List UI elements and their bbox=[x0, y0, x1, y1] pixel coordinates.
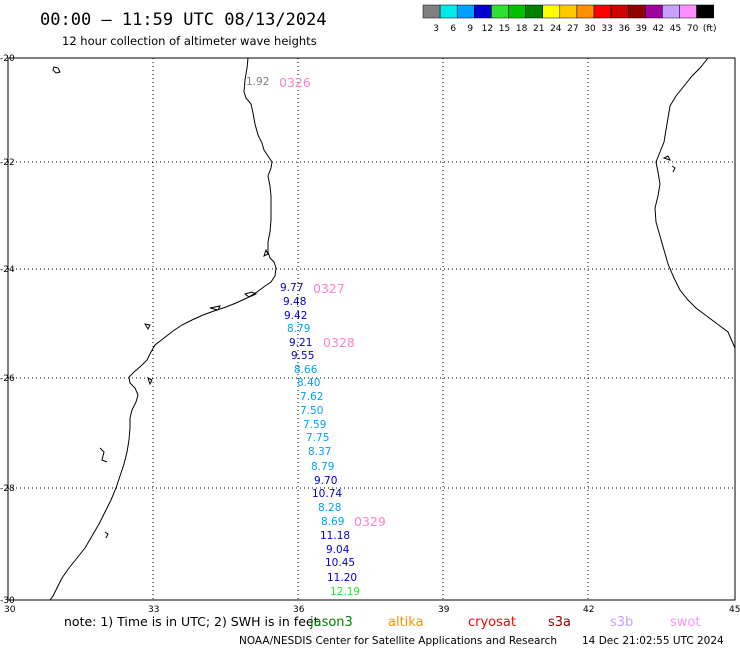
colorbar-swatch bbox=[610, 4, 629, 19]
colorbar-label: 18 bbox=[516, 24, 528, 34]
colorbar-swatch bbox=[627, 4, 646, 19]
colorbar-label: 9 bbox=[467, 24, 473, 34]
madagascar-islet bbox=[662, 155, 676, 173]
satellite-legend: jason3 altika cryosat s3a s3b swot bbox=[309, 615, 700, 630]
colorbar-label: 30 bbox=[584, 24, 596, 34]
units-note: note: 1) Time is in UTC; 2) SWH is in fe… bbox=[64, 614, 319, 629]
colorbar-swatch bbox=[491, 4, 509, 19]
lat-tick-label: -22 bbox=[0, 158, 15, 168]
wave-height-value: 9.42 bbox=[284, 310, 307, 322]
wave-height-value: 9.04 bbox=[326, 544, 350, 556]
satellite-legend-entry: s3b bbox=[610, 615, 633, 630]
colorbar-swatch bbox=[593, 4, 612, 19]
colorbar-label: 70 bbox=[687, 24, 699, 34]
colorbar-swatch bbox=[542, 4, 561, 19]
lon-tick-label: 33 bbox=[148, 605, 159, 615]
satellite-legend-entry: altika bbox=[388, 615, 424, 630]
lon-tick-label: 36 bbox=[293, 605, 305, 615]
inland-river bbox=[99, 447, 109, 539]
colorbar-swatch bbox=[679, 4, 697, 19]
wave-height-readings: 1.929.779.489.428.799.219.558.668.407.62… bbox=[246, 76, 360, 598]
colorbar-label: 15 bbox=[499, 24, 510, 34]
wave-height-value: 9.70 bbox=[314, 475, 337, 487]
colorbar-swatch bbox=[474, 4, 492, 19]
wave-height-value: 11.18 bbox=[320, 530, 350, 542]
wave-height-value: 1.92 bbox=[246, 76, 269, 88]
inland-lake bbox=[52, 66, 61, 74]
colorbar-label: 33 bbox=[601, 24, 612, 34]
satellite-legend-entry: s3a bbox=[548, 615, 571, 630]
colorbar-label: 12 bbox=[482, 24, 493, 34]
pass-label: 0329 bbox=[354, 514, 386, 529]
colorbar-swatch bbox=[422, 4, 441, 19]
wave-height-value: 7.50 bbox=[300, 405, 323, 417]
wave-height-value: 10.74 bbox=[312, 488, 342, 500]
lat-tick-label: -30 bbox=[0, 596, 15, 606]
colorbar-label: 39 bbox=[636, 24, 648, 34]
wave-height-value: 8.28 bbox=[318, 502, 341, 514]
colorbar-swatch bbox=[508, 4, 526, 19]
satellite-legend-entry: swot bbox=[670, 615, 700, 630]
madagascar-coastline bbox=[654, 57, 736, 349]
colorbar-swatch bbox=[439, 4, 458, 19]
pass-label: 0326 bbox=[279, 75, 311, 90]
wave-height-value: 8.66 bbox=[294, 364, 318, 376]
wave-height-value: 8.69 bbox=[321, 516, 344, 528]
lat-tick-label: -26 bbox=[0, 374, 15, 384]
colorbar-label: 6 bbox=[450, 24, 456, 34]
colorbar-label: 42 bbox=[653, 24, 664, 34]
colorbar-swatch bbox=[696, 4, 714, 19]
wave-height-colorbar: 3 6 9 12 15 18 21 24 27 30 33 36 39 42 45 70 (ft) bbox=[422, 4, 717, 34]
lon-tick-label: 30 bbox=[4, 605, 16, 615]
colorbar-swatch bbox=[525, 4, 543, 19]
wave-height-value: 8.79 bbox=[311, 461, 334, 473]
wave-height-value: 7.62 bbox=[300, 391, 323, 403]
wave-height-value: 7.59 bbox=[303, 419, 326, 431]
wave-height-value: 7.75 bbox=[306, 432, 329, 444]
wave-height-value: 12.19 bbox=[330, 586, 360, 598]
wave-height-value: 9.21 bbox=[289, 337, 312, 349]
satellite-legend-entry: cryosat bbox=[468, 615, 516, 630]
pass-label: 0328 bbox=[323, 335, 355, 350]
map-frame bbox=[7, 57, 736, 601]
wave-height-value: 8.37 bbox=[308, 446, 331, 458]
african-coastline bbox=[49, 57, 277, 601]
credit-text: NOAA/NESDIS Center for Satellite Applica… bbox=[239, 635, 557, 647]
generated-timestamp: 14 Dec 21:02:55 UTC 2024 bbox=[582, 635, 724, 647]
wave-height-value: 9.77 bbox=[280, 282, 303, 294]
colorbar-label: 45 bbox=[670, 24, 681, 34]
colorbar-swatch bbox=[645, 4, 663, 19]
wave-height-value: 10.45 bbox=[325, 557, 355, 569]
colorbar-label: 3 bbox=[433, 24, 439, 34]
lat-tick-label: -20 bbox=[0, 54, 15, 64]
wave-height-value: 11.20 bbox=[327, 572, 357, 584]
lat-tick-label: -28 bbox=[0, 484, 15, 494]
colorbar-swatch bbox=[456, 4, 475, 19]
pass-label: 0327 bbox=[313, 281, 345, 296]
colorbar-label: 24 bbox=[550, 24, 562, 34]
colorbar-swatch bbox=[576, 4, 595, 19]
page-title: 00:00 – 11:59 UTC 08/13/2024 bbox=[40, 10, 327, 30]
lat-tick-label: -24 bbox=[0, 265, 15, 275]
map-panel: -20 -22 -24 -26 -28 -30 30 33 36 39 42 4… bbox=[0, 54, 740, 615]
wave-height-value: 8.40 bbox=[297, 377, 320, 389]
colorbar-label: 36 bbox=[618, 24, 630, 34]
lon-tick-label: 42 bbox=[583, 605, 594, 615]
colorbar-swatch bbox=[662, 4, 680, 19]
colorbar-label: (ft) bbox=[703, 24, 717, 34]
colorbar-label: 21 bbox=[533, 24, 544, 34]
satellite-legend-entry: jason3 bbox=[309, 615, 353, 630]
wave-height-value: 8.79 bbox=[287, 323, 310, 335]
lon-tick-label: 39 bbox=[438, 605, 450, 615]
colorbar-label: 27 bbox=[567, 24, 578, 34]
wave-height-value: 9.48 bbox=[283, 296, 306, 308]
page-subtitle: 12 hour collection of altimeter wave hei… bbox=[62, 34, 317, 48]
wave-height-value: 9.55 bbox=[291, 350, 314, 362]
coastal-islands bbox=[143, 248, 269, 386]
lon-tick-label: 45 bbox=[729, 605, 740, 615]
colorbar-swatch bbox=[559, 4, 578, 19]
